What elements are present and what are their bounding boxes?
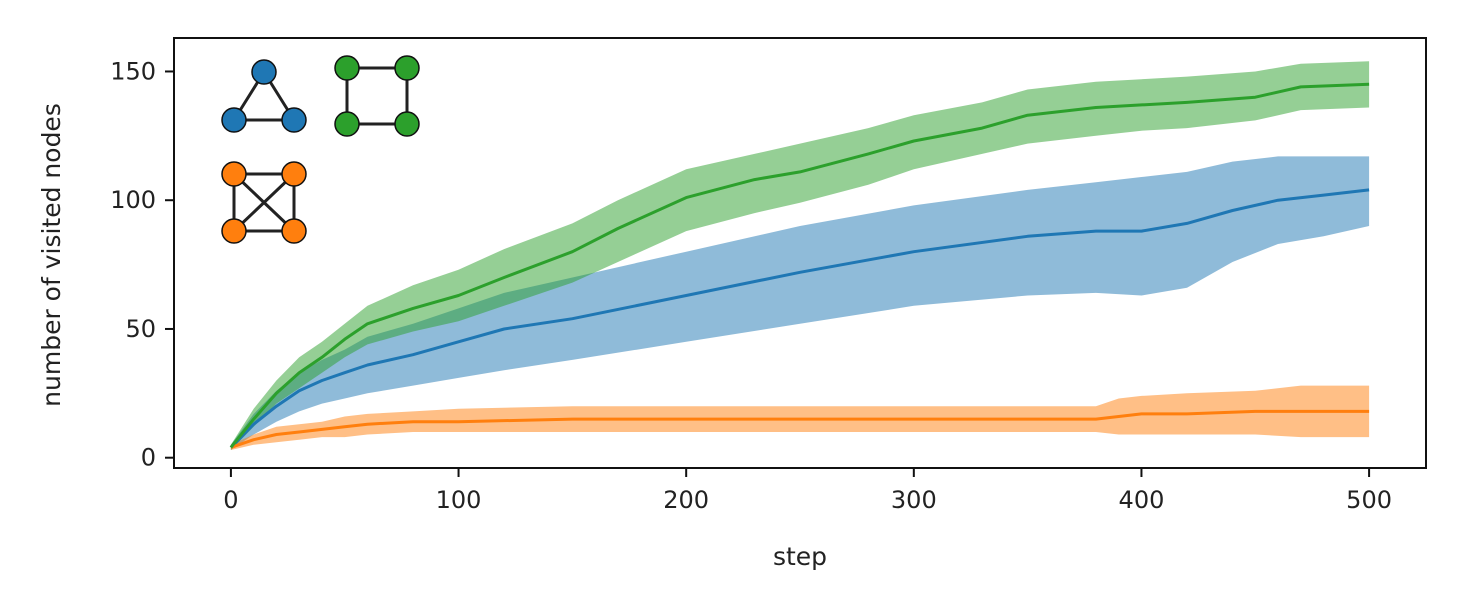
- x-tick-label: 200: [663, 486, 709, 514]
- x-tick-label: 400: [1119, 486, 1165, 514]
- graph-node: [251, 59, 277, 85]
- triangle-graph-icon: [221, 59, 307, 133]
- graph-node: [334, 55, 360, 81]
- y-axis-label: number of visited nodes: [37, 103, 66, 407]
- y-tick-label: 50: [125, 315, 156, 343]
- complete-graph-icon: [221, 161, 307, 244]
- graph-node: [281, 161, 307, 187]
- graph-legend-insets: [221, 55, 420, 244]
- graph-node: [281, 218, 307, 244]
- plot-frame: [173, 37, 1427, 469]
- y-tick-label: 150: [110, 57, 156, 85]
- graph-edge: [232, 172, 296, 233]
- series-line-1: [229, 82, 1370, 449]
- graph-node: [281, 107, 307, 133]
- graph-node: [221, 107, 247, 133]
- x-tick-label: 0: [223, 486, 238, 514]
- x-axis-label: step: [773, 542, 827, 571]
- graph-node: [221, 161, 247, 187]
- series-line-2: [230, 409, 1370, 449]
- graph-node: [394, 55, 420, 81]
- y-tick-label: 0: [141, 444, 156, 472]
- series-band-1: [230, 61, 1370, 450]
- square-graph-icon: [334, 55, 420, 137]
- mean-lines: [229, 82, 1370, 449]
- x-tick-label: 100: [436, 486, 482, 514]
- y-tick-label: 100: [110, 186, 156, 214]
- graph-node: [334, 111, 360, 137]
- x-tick-label: 300: [891, 486, 937, 514]
- axes: 0 100 200 300 400 500 0 50 100 150: [110, 37, 1427, 514]
- graph-node: [221, 218, 247, 244]
- graph-node: [394, 111, 420, 137]
- x-tick-label: 500: [1346, 486, 1392, 514]
- series-band-0: [230, 156, 1370, 450]
- series-line-0: [229, 188, 1370, 449]
